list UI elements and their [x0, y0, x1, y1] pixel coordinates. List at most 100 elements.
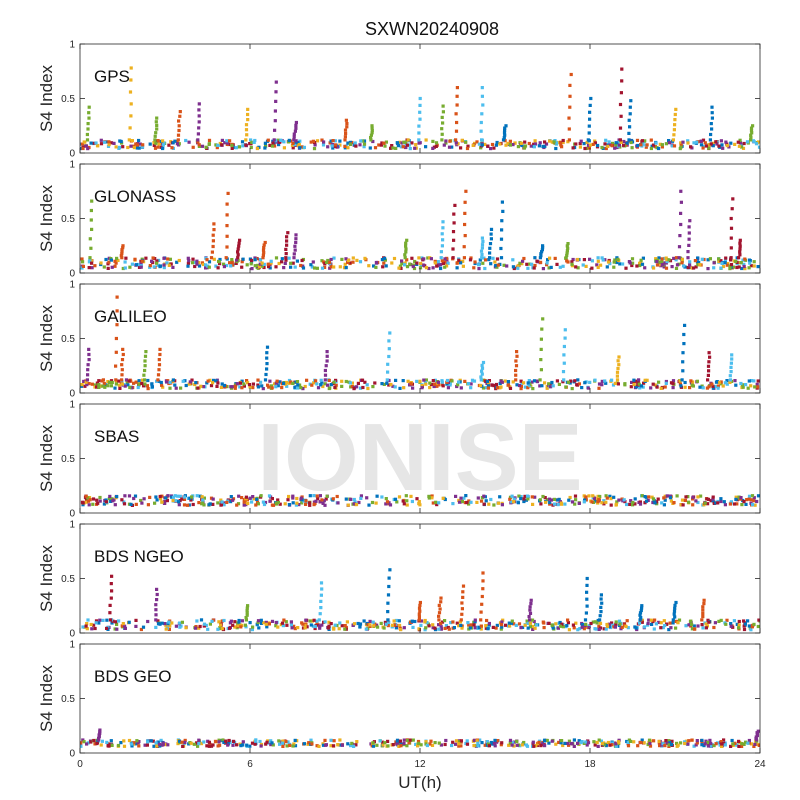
data-point — [519, 387, 523, 391]
spike-point — [319, 581, 324, 585]
data-point — [359, 494, 363, 498]
data-point — [214, 264, 218, 268]
data-point — [344, 625, 348, 630]
data-point — [458, 740, 462, 744]
data-point — [274, 385, 278, 389]
data-point — [679, 384, 683, 388]
spike-point — [155, 127, 159, 131]
data-point — [574, 498, 578, 502]
data-point — [701, 386, 705, 390]
data-point — [725, 263, 729, 267]
data-point — [209, 384, 214, 388]
data-point — [626, 626, 630, 630]
data-point — [489, 497, 493, 502]
data-point — [115, 627, 119, 631]
data-point — [643, 266, 647, 270]
data-point — [83, 384, 87, 388]
spike-point — [480, 243, 485, 247]
data-point — [457, 498, 461, 502]
spike-point — [701, 615, 705, 619]
data-point — [649, 618, 653, 622]
data-point — [291, 496, 295, 500]
data-point — [459, 623, 463, 627]
data-point — [541, 620, 545, 624]
data-point — [516, 501, 520, 505]
data-point — [457, 742, 461, 746]
data-point — [428, 742, 432, 746]
data-point — [533, 263, 537, 268]
data-point — [204, 266, 208, 270]
data-point — [324, 497, 328, 501]
spike-point — [246, 604, 250, 608]
data-point — [749, 498, 753, 502]
data-point — [578, 145, 582, 149]
spike-point — [440, 127, 444, 131]
spike-point — [671, 618, 675, 622]
data-point — [424, 740, 428, 744]
spike-point — [418, 600, 422, 605]
data-point — [387, 620, 391, 624]
data-point — [747, 738, 751, 743]
data-point — [751, 139, 755, 143]
data-point — [189, 741, 193, 745]
spike-point — [459, 618, 463, 622]
spike-point — [121, 244, 125, 248]
spike-point — [154, 613, 158, 617]
spike-point — [638, 618, 642, 622]
constellation-label: GLONASS — [94, 187, 176, 206]
data-point — [262, 262, 266, 266]
data-point — [512, 740, 516, 744]
data-point — [394, 626, 398, 630]
data-point — [433, 626, 437, 630]
data-point — [531, 502, 535, 506]
data-point — [567, 739, 571, 743]
spike-point — [386, 610, 390, 614]
spike-point — [679, 200, 683, 204]
data-point — [443, 257, 447, 261]
data-point — [299, 385, 303, 390]
data-point — [477, 263, 481, 267]
spike-point — [463, 222, 467, 227]
spike-point — [211, 239, 215, 243]
data-point — [402, 741, 406, 745]
data-point — [692, 624, 696, 628]
data-point — [340, 257, 344, 261]
data-point — [510, 743, 514, 747]
spike-point — [489, 227, 494, 231]
data-point — [576, 741, 580, 745]
data-point — [681, 503, 685, 507]
data-point — [140, 501, 144, 505]
data-point — [276, 138, 280, 142]
spike-point — [417, 606, 422, 610]
spike-point — [677, 245, 682, 249]
data-point — [428, 256, 432, 260]
data-point — [541, 267, 545, 271]
data-point — [275, 379, 279, 383]
data-point — [753, 385, 757, 389]
spike-point — [177, 128, 181, 133]
data-point — [706, 744, 710, 748]
spike-point — [387, 354, 391, 359]
data-point — [645, 143, 649, 147]
data-point — [734, 497, 738, 501]
data-point — [326, 258, 330, 263]
data-point — [574, 142, 578, 146]
data-point — [294, 139, 298, 143]
spike-point — [440, 244, 444, 248]
data-point — [637, 378, 641, 382]
data-point — [200, 495, 204, 499]
data-point — [533, 626, 537, 630]
data-points — [80, 494, 760, 507]
spike-point — [262, 251, 266, 255]
spike-point — [686, 256, 690, 260]
data-point — [711, 499, 715, 503]
data-point — [638, 502, 643, 506]
spike-point — [274, 90, 278, 94]
data-point — [284, 620, 288, 624]
data-point — [467, 502, 471, 506]
data-point — [568, 495, 572, 500]
data-point — [154, 741, 158, 745]
data-point — [448, 139, 452, 143]
data-point — [237, 145, 242, 149]
spike-point — [672, 612, 676, 616]
